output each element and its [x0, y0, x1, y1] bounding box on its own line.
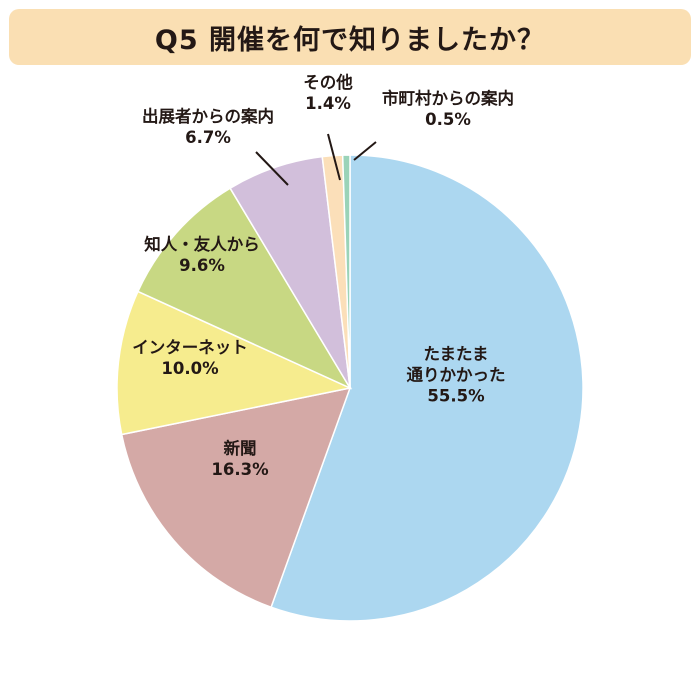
slice-category-label: 新聞 — [224, 438, 257, 458]
slice-category-label: 市町村からの案内 — [382, 88, 514, 108]
chart-title: Q5 開催を何で知りましたか？ — [154, 24, 546, 56]
pie-slice — [270, 154, 584, 622]
slice-value-label: 16.3% — [211, 460, 269, 479]
slice-category-label: インターネット — [132, 338, 248, 357]
title-bar: Q5 開催を何で知りましたか？ — [9, 9, 691, 65]
leader-line — [353, 141, 377, 161]
slice-value-label: 55.5% — [427, 387, 485, 406]
slice-category-label: 出展者からの案内 — [142, 106, 274, 126]
leader-line — [327, 133, 341, 181]
slice-value-label: 0.5% — [425, 110, 471, 129]
pie-slice — [341, 154, 351, 389]
pie-slice — [136, 187, 352, 390]
slice-category-label: 知人・友人から — [144, 234, 260, 254]
leader-line — [255, 151, 289, 186]
pie-slice — [120, 386, 352, 609]
slice-category-label: たまたま — [423, 345, 488, 364]
slice-category-label: 通りかかった — [407, 366, 506, 385]
slice-value-label: 1.4% — [305, 94, 351, 113]
slice-value-label: 9.6% — [179, 256, 225, 275]
slice-category-label: その他 — [303, 72, 353, 92]
slice-value-label: 6.7% — [185, 128, 231, 147]
pie-slice — [116, 290, 353, 436]
slice-value-label: 10.0% — [161, 359, 219, 378]
